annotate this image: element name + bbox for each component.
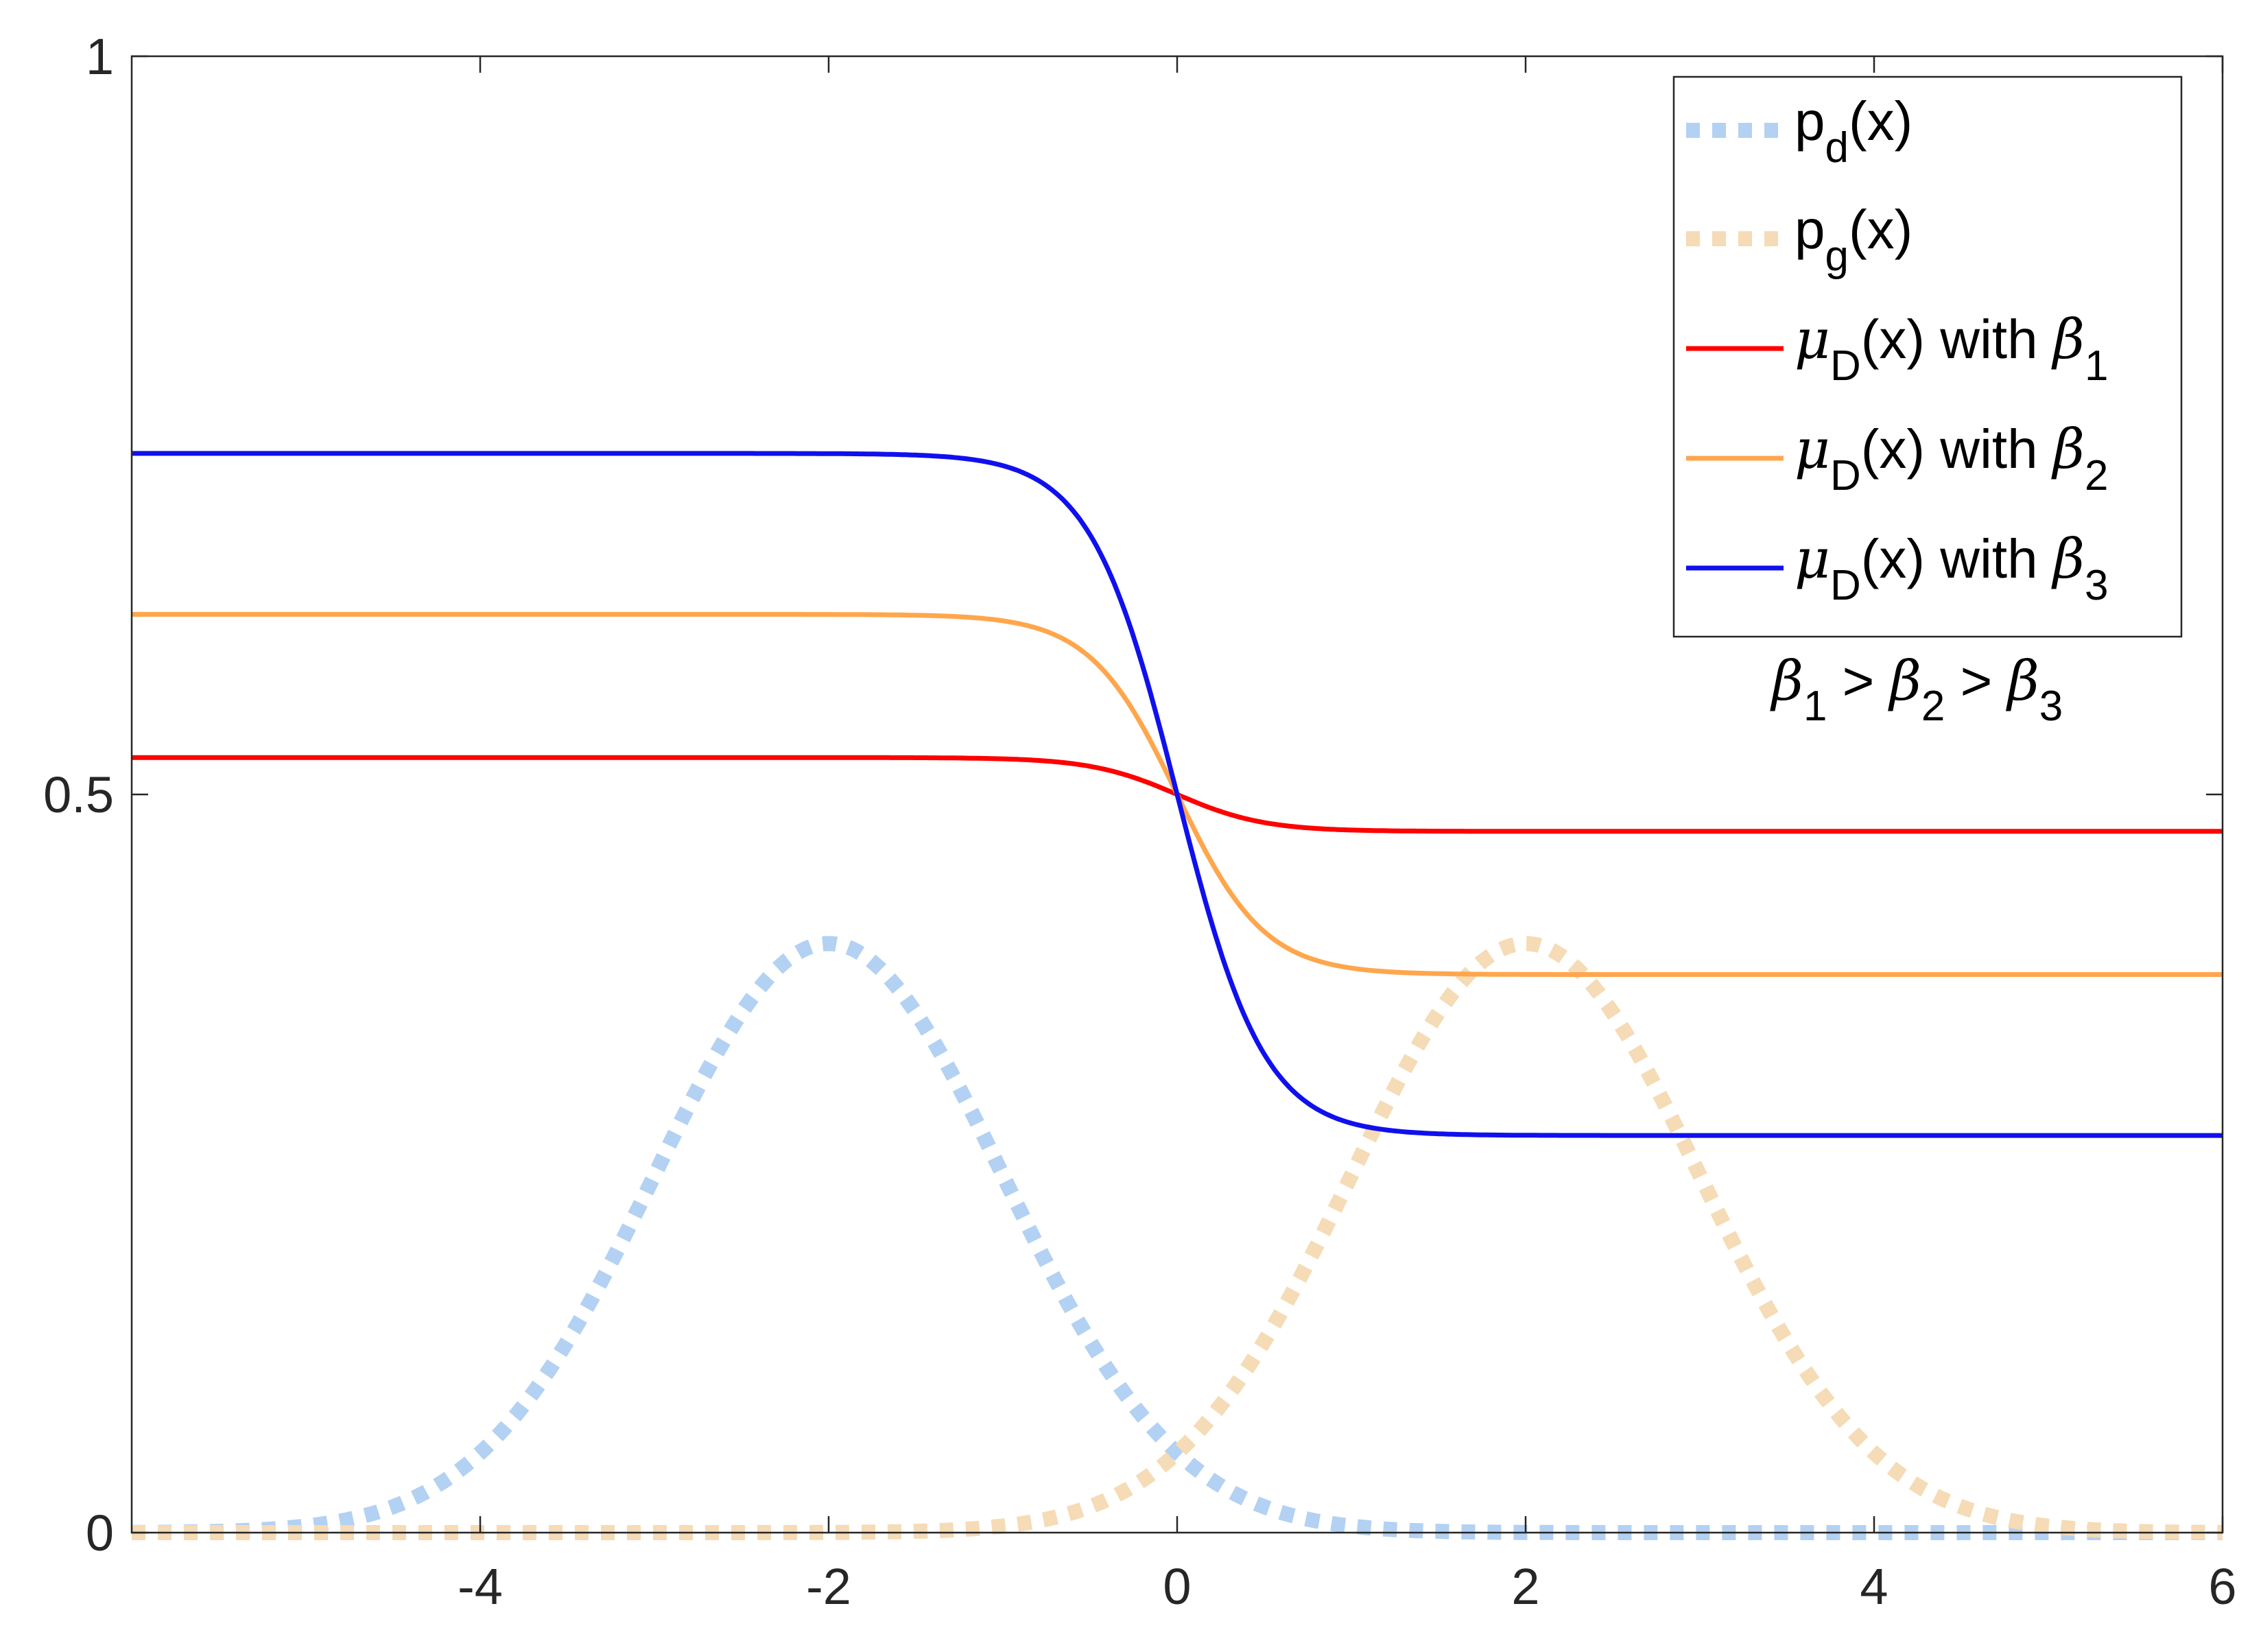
beta-symbol: β xyxy=(2006,649,2039,713)
legend-text-part: p xyxy=(1795,91,1825,152)
legend-label-b1: μD(x) with β1 xyxy=(1795,307,2109,390)
legend-subscript: 2 xyxy=(2085,452,2108,499)
legend-label-pd: pd(x) xyxy=(1795,91,1913,172)
beta-symbol: β xyxy=(2051,527,2085,591)
beta-symbol: β xyxy=(2051,307,2085,371)
mu-symbol: μ xyxy=(1795,307,1830,371)
beta-symbol: β xyxy=(2051,417,2085,481)
mu-symbol: μ xyxy=(1795,417,1830,481)
legend-text-part: (x) with xyxy=(1861,418,2053,480)
legend-text-part: (x) xyxy=(1849,199,1913,260)
beta-symbol: β xyxy=(1770,649,1803,713)
legend-subscript: D xyxy=(1830,342,1861,390)
legend-subscript: 3 xyxy=(2085,562,2108,609)
y-tick-label: 1 xyxy=(86,28,114,85)
gt-operator: > xyxy=(1827,650,1889,711)
gt-operator: > xyxy=(1945,650,2007,711)
y-tick-label: 0 xyxy=(86,1504,114,1561)
beta-order-annotation: β1 > β2 > β3 xyxy=(1770,649,2063,730)
legend-subscript: D xyxy=(1830,562,1861,609)
legend-text-part: (x) xyxy=(1849,91,1913,152)
beta-symbol: β xyxy=(1888,649,1921,713)
x-tick-label: 2 xyxy=(1511,1558,1539,1615)
axis-ticks xyxy=(132,55,2224,1534)
legend-subscript: d xyxy=(1825,124,1849,172)
legend-text-part: p xyxy=(1795,199,1825,260)
legend-subscript: g xyxy=(1825,233,1849,280)
x-tick-label: -4 xyxy=(458,1558,503,1615)
legend-label-pg: pg(x) xyxy=(1795,199,1913,280)
legend-subscript: 1 xyxy=(2085,342,2108,390)
x-tick-label: -2 xyxy=(806,1558,851,1615)
legend-text-part: (x) with xyxy=(1861,528,2053,589)
legend-label-b2: μD(x) with β2 xyxy=(1795,417,2109,499)
legend-subscript: D xyxy=(1830,452,1861,499)
series-line-b3 xyxy=(132,451,2223,1138)
y-tick-label: 0.5 xyxy=(43,766,114,823)
beta-sub-3: 3 xyxy=(2039,683,2063,730)
legend-box xyxy=(1672,75,2183,638)
series-line-pd xyxy=(132,936,2223,1540)
mu-symbol: μ xyxy=(1795,527,1830,591)
x-tick-label: 6 xyxy=(2208,1558,2236,1615)
legend-label-b3: μD(x) with β3 xyxy=(1795,527,2109,609)
axis-tick-labels: -4 -2 0 2 4 6 0 0.5 1 xyxy=(43,28,2236,1615)
x-tick-label: 4 xyxy=(1860,1558,1888,1615)
x-tick-label: 0 xyxy=(1163,1558,1191,1615)
beta-sub-1: 1 xyxy=(1803,683,1827,730)
beta-sub-2: 2 xyxy=(1921,683,1945,730)
legend-text-part: (x) with xyxy=(1861,309,2053,370)
